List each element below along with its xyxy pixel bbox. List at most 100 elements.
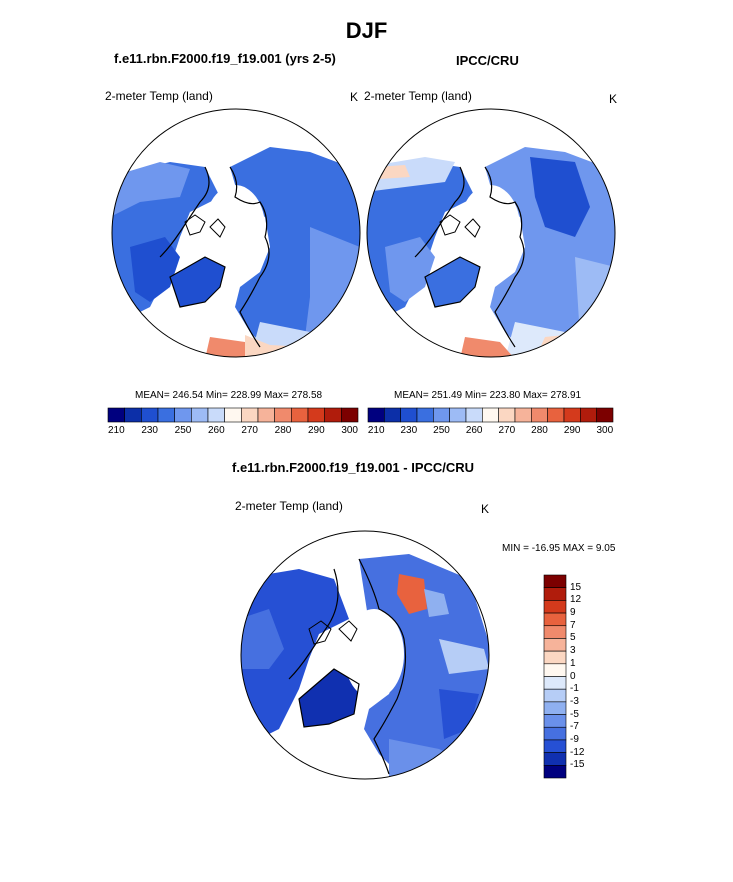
panel-2-colorbar-swatch <box>531 407 548 423</box>
panel-3-colorbar-swatch <box>543 638 567 652</box>
panel-3-colorbar-swatch <box>543 739 567 753</box>
panel-3-colorbar-tick-label: -3 <box>570 695 579 707</box>
panel-3-colorbar-tick-label: -15 <box>570 759 585 771</box>
panel-3-colorbar <box>543 574 567 779</box>
panel-2-variable-label: 2-meter Temp (land) <box>364 89 472 103</box>
panel-2-colorbar-tick-label: 210 <box>367 425 385 436</box>
panel-1-colorbar-tick-label: 280 <box>274 425 292 436</box>
main-title: DJF <box>345 18 388 43</box>
panel-1-colorbar-swatch <box>157 407 175 423</box>
panel-2-stats: MEAN= 251.49 Min= 223.80 Max= 278.91 <box>394 390 582 401</box>
panel-2-colorbar-swatch <box>596 407 614 423</box>
panel-3-colorbar-tick-label: 0 <box>570 670 576 682</box>
panel-3-colorbar-swatch <box>543 752 567 766</box>
panel-1-units-label: K <box>350 90 359 104</box>
panel-3-colorbar-swatch <box>543 701 567 715</box>
panel-3-colorbar-tick-label: -1 <box>570 683 579 695</box>
panel-3-colorbar-swatch <box>543 726 567 741</box>
panel-2-colorbar-swatch <box>482 407 499 423</box>
panel-3-colorbar-swatch <box>543 688 567 703</box>
panel-2-colorbar-tick-label: 270 <box>498 425 516 436</box>
panel-1-colorbar-tick-label: 230 <box>141 425 158 436</box>
panel-2-colorbar-swatch <box>433 407 450 423</box>
panel-1-colorbar-swatch <box>141 407 159 423</box>
panel-2-colorbar-tick-label: 290 <box>563 425 581 436</box>
panel-1-colorbar-swatch <box>107 407 125 423</box>
panel-2-colorbar-tick-label: 280 <box>531 425 548 436</box>
panel-1-colorbar-swatch <box>174 407 192 423</box>
panel-3-variable-label: 2-meter Temp (land) <box>235 499 343 513</box>
panel-2-colorbar-swatch <box>465 407 483 423</box>
panel-3-colorbar-tick-label: 1 <box>570 657 576 669</box>
panel-2-colorbar <box>367 407 614 423</box>
panel-3-colorbar-swatch <box>543 625 567 639</box>
panel-2-colorbar-swatch <box>384 407 401 423</box>
panel-2-colorbar-ticks: 210 230 250 260 270 280 290 300 <box>368 425 613 439</box>
panel-2-colorbar-swatch <box>416 407 434 423</box>
panel-2-colorbar-tick-label: 250 <box>433 425 450 436</box>
panel-3-colorbar-tick-label: 9 <box>570 607 576 619</box>
panel-3-colorbar-tick-label: 5 <box>570 632 576 644</box>
panel-2-colorbar-swatch <box>580 407 597 423</box>
panel-3-colorbar-tick-label: -5 <box>570 708 579 720</box>
panel-3-map <box>240 530 490 780</box>
panel-2-units-label: K <box>609 92 618 106</box>
panel-1-colorbar-tick-label: 270 <box>241 425 258 436</box>
panel-3-title: f.e11.rbn.F2000.f19_f19.001 - IPCC/CRU <box>232 460 475 475</box>
panel-2-colorbar-swatch <box>449 407 467 423</box>
panel-3-colorbar-swatch <box>543 600 567 614</box>
panel-1-colorbar-swatch <box>207 407 225 423</box>
panel-1-colorbar-swatch <box>274 407 292 423</box>
panel-3-colorbar-swatch <box>543 765 567 779</box>
panel-3-colorbar-ticks: 15 12 9 7 5 3 1 0 -1 -3 -5 -7 -9 -12 -15 <box>570 575 600 778</box>
panel-2-title: IPCC/CRU <box>456 53 519 68</box>
panel-2-colorbar-tick-label: 300 <box>596 425 614 436</box>
panel-1-map <box>111 108 361 358</box>
panel-1-colorbar-swatch <box>124 407 142 423</box>
panel-3-colorbar-tick-label: 12 <box>570 594 582 606</box>
panel-1-colorbar <box>107 407 359 423</box>
panel-1-colorbar-swatch <box>307 407 325 423</box>
panel-1-colorbar-swatch <box>191 407 209 423</box>
panel-3-colorbar-swatch <box>543 574 567 588</box>
panel-2-colorbar-tick-label: 230 <box>400 425 418 436</box>
panel-1-stats: MEAN= 246.54 Min= 228.99 Max= 278.58 <box>135 390 323 401</box>
panel-2-colorbar-swatch <box>400 407 418 423</box>
panel-3-stats: MIN = -16.95 MAX = 9.05 <box>502 543 616 554</box>
panel-3-greenland-field <box>299 669 359 727</box>
panel-2-colorbar-swatch <box>547 407 565 423</box>
panel-3-colorbar-tick-label: 15 <box>570 581 582 593</box>
panel-1-colorbar-swatch <box>341 407 359 423</box>
panel-1-colorbar-tick-label: 260 <box>207 425 225 436</box>
panel-3-colorbar-tick-label: 7 <box>570 619 576 631</box>
panel-1-colorbar-tick-label: 210 <box>108 425 125 436</box>
panel-2-colorbar-swatch <box>563 407 581 423</box>
panel-2-colorbar-tick-label: 260 <box>465 425 483 436</box>
panel-2-map <box>366 108 616 358</box>
panel-3-units-label: K <box>481 502 490 516</box>
panel-1-colorbar-ticks: 210 230 250 260 270 280 290 300 <box>108 425 358 439</box>
panel-3-colorbar-tick-label: -12 <box>570 746 585 758</box>
panel-1-colorbar-tick-label: 250 <box>174 425 192 436</box>
panel-1-colorbar-tick-label: 300 <box>341 425 358 436</box>
panel-1-colorbar-swatch <box>257 407 275 423</box>
panel-3-colorbar-swatch <box>543 663 567 677</box>
panel-3-colorbar-tick-label: 3 <box>570 645 576 657</box>
panel-3-colorbar-swatch <box>543 587 567 601</box>
panel-1-colorbar-swatch <box>324 407 342 423</box>
panel-3-colorbar-tick-label: -7 <box>570 721 579 733</box>
panel-1-variable-label: 2-meter Temp (land) <box>105 89 213 103</box>
panel-1-colorbar-swatch <box>241 407 259 423</box>
panel-2-colorbar-swatch <box>514 407 532 423</box>
panel-3-colorbar-swatch <box>543 612 567 627</box>
panel-3-colorbar-swatch <box>543 714 567 728</box>
panel-3-colorbar-swatch <box>543 676 567 690</box>
panel-2-colorbar-swatch <box>498 407 516 423</box>
panel-1-title: f.e11.rbn.F2000.f19_f19.001 (yrs 2-5) <box>114 51 336 66</box>
panel-1-colorbar-tick-label: 290 <box>307 425 325 436</box>
panel-3-colorbar-tick-label: -9 <box>570 733 579 745</box>
panel-2-colorbar-swatch <box>367 407 385 423</box>
panel-3-colorbar-swatch <box>543 650 567 665</box>
panel-1-colorbar-swatch <box>291 407 309 423</box>
panel-1-colorbar-swatch <box>224 407 242 423</box>
